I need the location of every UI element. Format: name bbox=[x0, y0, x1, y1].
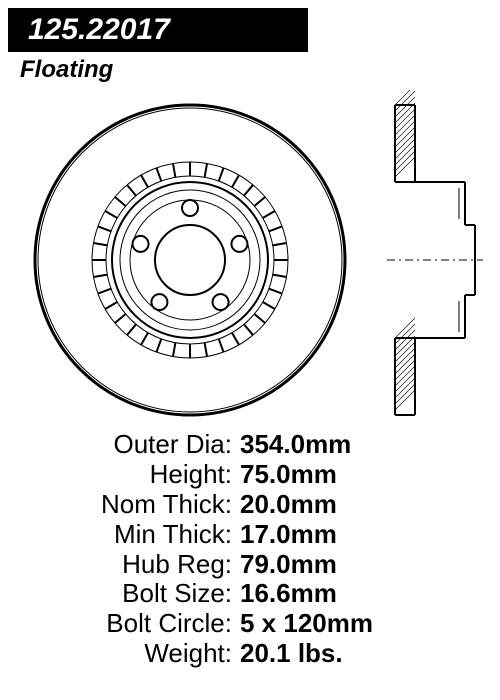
spec-row: Nom Thick:20.0mm bbox=[30, 490, 470, 520]
subtitle-text: Floating bbox=[20, 56, 113, 84]
spec-label: Bolt Circle: bbox=[30, 609, 240, 639]
part-number-text: 125.22017 bbox=[28, 13, 170, 47]
spec-row: Bolt Size:16.6mm bbox=[30, 579, 470, 609]
spec-value: 79.0mm bbox=[240, 550, 337, 580]
spec-label: Nom Thick: bbox=[30, 490, 240, 520]
spec-row: Weight:20.1 lbs. bbox=[30, 639, 470, 669]
spec-row: Outer Dia:354.0mm bbox=[30, 430, 470, 460]
spec-label: Outer Dia: bbox=[30, 430, 240, 460]
spec-label: Min Thick: bbox=[30, 520, 240, 550]
spec-label: Weight: bbox=[30, 639, 240, 669]
spec-row: Hub Reg:79.0mm bbox=[30, 550, 470, 580]
spec-value: 75.0mm bbox=[240, 460, 337, 490]
specifications-table: Outer Dia:354.0mmHeight:75.0mmNom Thick:… bbox=[0, 430, 500, 669]
spec-row: Height:75.0mm bbox=[30, 460, 470, 490]
spec-value: 5 x 120mm bbox=[240, 609, 373, 639]
spec-value: 20.0mm bbox=[240, 490, 337, 520]
spec-value: 16.6mm bbox=[240, 579, 337, 609]
spec-value: 17.0mm bbox=[240, 520, 337, 550]
spec-value: 354.0mm bbox=[240, 430, 351, 460]
technical-drawing bbox=[0, 90, 500, 430]
spec-row: Min Thick:17.0mm bbox=[30, 520, 470, 550]
spec-label: Hub Reg: bbox=[30, 550, 240, 580]
spec-row: Bolt Circle:5 x 120mm bbox=[30, 609, 470, 639]
spec-value: 20.1 lbs. bbox=[240, 639, 343, 669]
part-number-header: 125.22017 bbox=[8, 8, 308, 52]
rotor-drawing-svg bbox=[0, 90, 500, 430]
spec-label: Height: bbox=[30, 460, 240, 490]
spec-label: Bolt Size: bbox=[30, 579, 240, 609]
